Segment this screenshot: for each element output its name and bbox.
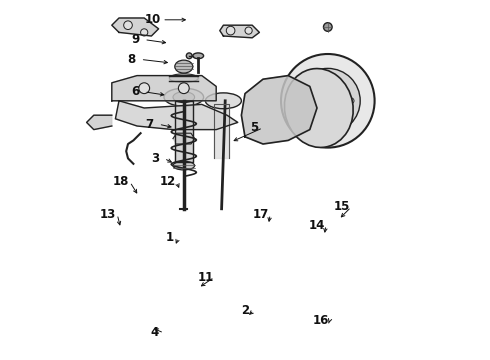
Circle shape [139,83,149,94]
Circle shape [306,84,312,90]
Circle shape [245,27,252,34]
Polygon shape [87,115,112,130]
Text: 17: 17 [253,208,270,221]
Ellipse shape [284,68,353,148]
Circle shape [348,98,354,104]
Text: 7: 7 [146,118,154,131]
Text: 13: 13 [100,208,116,221]
Circle shape [178,83,189,94]
Circle shape [226,26,235,35]
Ellipse shape [205,93,242,109]
Text: 14: 14 [309,219,325,231]
Circle shape [123,21,132,30]
Polygon shape [116,101,238,130]
Text: 4: 4 [151,327,159,339]
Ellipse shape [170,74,198,82]
Text: 2: 2 [241,304,249,317]
Circle shape [306,112,312,117]
Text: 9: 9 [131,33,139,46]
Text: 12: 12 [159,175,176,188]
Ellipse shape [173,161,195,170]
Text: 18: 18 [113,175,129,188]
Text: 6: 6 [131,85,139,98]
Text: 15: 15 [334,201,350,213]
Text: 3: 3 [151,152,159,165]
Ellipse shape [164,88,204,106]
Circle shape [186,53,192,59]
Text: 1: 1 [165,231,173,244]
Ellipse shape [193,53,204,59]
Circle shape [332,120,338,126]
Circle shape [319,92,337,110]
Polygon shape [112,76,216,101]
Text: 16: 16 [313,314,329,327]
Circle shape [281,54,374,148]
Polygon shape [242,76,317,144]
Polygon shape [220,25,259,38]
Text: 10: 10 [145,13,161,26]
Circle shape [323,23,332,31]
Polygon shape [173,133,195,144]
Text: 11: 11 [197,271,214,284]
Text: 5: 5 [250,121,258,134]
Ellipse shape [173,92,195,103]
Circle shape [314,86,342,115]
Ellipse shape [175,60,193,73]
Circle shape [295,68,360,133]
Circle shape [141,29,148,36]
Text: 8: 8 [127,53,136,66]
Polygon shape [112,18,159,36]
Circle shape [332,76,338,81]
